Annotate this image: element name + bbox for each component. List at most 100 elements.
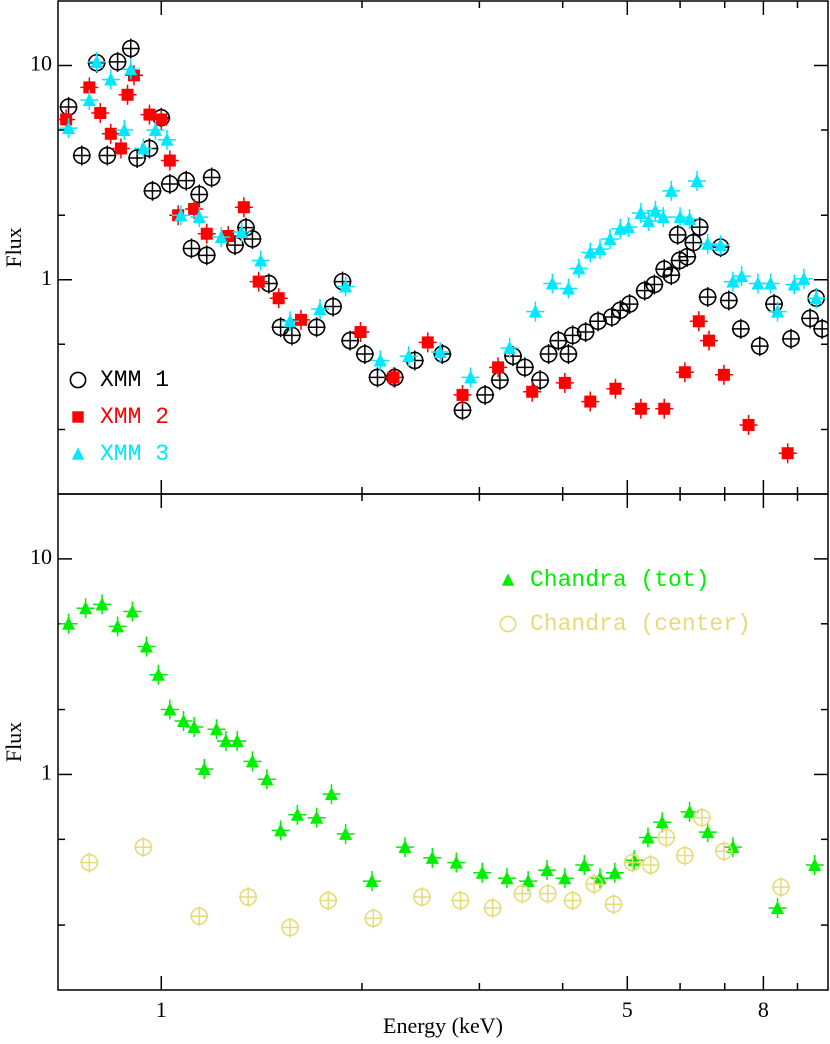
- marker: [136, 141, 150, 155]
- marker: [421, 336, 434, 349]
- marker: [503, 341, 517, 355]
- marker: [561, 281, 575, 295]
- marker: [475, 865, 489, 879]
- marker: [398, 840, 412, 854]
- marker: [190, 185, 209, 204]
- marker: [339, 826, 353, 840]
- y-axis-label: Flux: [1, 722, 26, 762]
- marker: [668, 226, 687, 244]
- marker: [243, 230, 262, 248]
- marker: [192, 210, 206, 224]
- marker: [313, 302, 327, 316]
- marker: [683, 212, 697, 226]
- marker: [787, 277, 801, 291]
- legend-label: Chandra (center): [530, 611, 751, 637]
- legend-marker: [72, 411, 84, 423]
- legend-marker: [499, 615, 517, 633]
- marker: [237, 201, 250, 214]
- marker: [121, 39, 140, 58]
- marker: [673, 210, 687, 224]
- marker: [143, 182, 162, 200]
- marker: [134, 838, 153, 856]
- marker: [155, 113, 168, 126]
- marker: [188, 202, 201, 215]
- marker: [177, 713, 191, 727]
- marker: [676, 846, 694, 865]
- marker: [449, 855, 463, 869]
- marker: [720, 291, 738, 310]
- marker: [402, 349, 416, 363]
- marker: [354, 326, 367, 339]
- marker: [623, 853, 642, 872]
- marker: [163, 702, 177, 716]
- marker: [307, 318, 326, 337]
- marker: [521, 874, 535, 888]
- marker: [226, 236, 244, 254]
- marker: [83, 81, 96, 94]
- marker: [151, 667, 165, 681]
- marker: [558, 871, 572, 885]
- legend-marker: [71, 447, 85, 460]
- marker: [701, 236, 715, 250]
- marker: [283, 326, 301, 345]
- marker: [589, 312, 607, 331]
- marker: [272, 292, 285, 305]
- y-tick-label: 10: [30, 544, 52, 569]
- marker: [656, 210, 670, 224]
- marker: [433, 345, 452, 363]
- marker: [641, 830, 655, 844]
- marker: [254, 253, 268, 267]
- marker: [531, 371, 549, 389]
- marker: [809, 291, 823, 305]
- marker: [319, 891, 338, 910]
- marker: [274, 823, 288, 837]
- legend-marker: [69, 371, 87, 389]
- marker: [701, 825, 715, 839]
- marker: [540, 863, 554, 877]
- marker: [585, 875, 604, 893]
- marker: [62, 121, 76, 135]
- marker: [187, 719, 201, 733]
- y-tick-label: 1: [41, 265, 52, 290]
- marker: [576, 323, 595, 341]
- marker: [526, 385, 539, 398]
- marker: [655, 815, 669, 829]
- marker: [801, 309, 819, 328]
- marker: [593, 242, 607, 256]
- marker: [202, 168, 221, 187]
- marker: [735, 269, 749, 283]
- marker: [219, 733, 233, 747]
- marker: [95, 597, 109, 611]
- marker: [645, 275, 664, 294]
- marker: [516, 358, 534, 377]
- marker: [451, 891, 470, 910]
- marker: [174, 208, 188, 222]
- marker: [252, 275, 265, 288]
- marker: [104, 72, 118, 86]
- marker: [714, 238, 728, 252]
- marker: [128, 149, 146, 167]
- marker: [813, 320, 828, 338]
- marker: [111, 619, 125, 633]
- marker: [500, 871, 514, 885]
- marker: [413, 888, 431, 906]
- marker: [684, 233, 703, 252]
- marker: [683, 804, 697, 818]
- marker: [230, 733, 244, 747]
- marker: [239, 888, 257, 906]
- legend-label: XMM 1: [100, 367, 169, 393]
- marker: [108, 53, 127, 71]
- x-tick-label: 8: [758, 997, 769, 1022]
- marker: [641, 856, 660, 874]
- marker: [771, 901, 785, 915]
- marker: [197, 761, 211, 775]
- marker: [634, 205, 648, 219]
- marker: [80, 853, 99, 872]
- marker: [751, 276, 765, 290]
- legend-label: XMM 2: [100, 404, 169, 430]
- marker: [611, 301, 630, 320]
- y-tick-label: 10: [30, 51, 52, 76]
- marker: [114, 142, 127, 155]
- marker: [771, 304, 785, 318]
- marker: [62, 616, 76, 630]
